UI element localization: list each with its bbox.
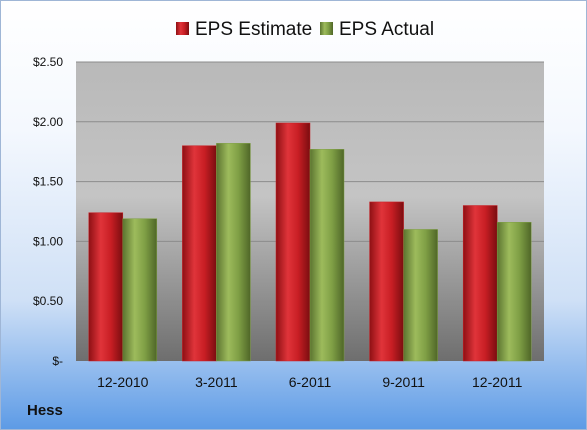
x-tick-label: 6-2011 bbox=[289, 374, 332, 390]
bar-eps-actual bbox=[216, 143, 251, 362]
bar-eps-actual bbox=[403, 229, 438, 362]
legend-label-estimate: EPS Estimate bbox=[195, 19, 312, 40]
y-tick-label: $2.00 bbox=[33, 115, 63, 129]
bar-eps-actual bbox=[122, 218, 158, 362]
x-axis-ticks: 12-2010 3-2011 6-2011 9-2011 12-2011 bbox=[97, 374, 522, 390]
bar-eps-estimate bbox=[275, 122, 311, 362]
y-tick-label: $1.50 bbox=[33, 175, 63, 189]
y-tick-label: $1.00 bbox=[33, 234, 63, 248]
legend-label-actual: EPS Actual bbox=[339, 19, 434, 40]
bar-eps-actual bbox=[496, 222, 532, 362]
x-tick-label: 12-2010 bbox=[97, 374, 149, 390]
bars bbox=[88, 122, 532, 362]
bar-eps-estimate bbox=[369, 201, 404, 362]
x-tick-label: 12-2011 bbox=[472, 374, 523, 390]
legend-swatch-actual bbox=[320, 22, 333, 35]
y-tick-label: $0.50 bbox=[33, 294, 63, 308]
x-tick-label: 9-2011 bbox=[382, 374, 425, 390]
y-axis-ticks: $- $0.50 $1.00 $1.50 $2.00 $2.50 bbox=[33, 55, 63, 368]
bar-eps-estimate bbox=[462, 205, 498, 362]
bar-eps-actual bbox=[309, 149, 345, 362]
y-tick-label: $2.50 bbox=[33, 55, 63, 69]
bar-eps-estimate bbox=[182, 145, 217, 362]
legend: EPS Estimate EPS Actual bbox=[176, 19, 434, 40]
legend-swatch-estimate bbox=[176, 22, 189, 35]
y-tick-label: $- bbox=[52, 354, 63, 368]
company-name: Hess bbox=[27, 402, 63, 419]
bar-eps-estimate bbox=[88, 212, 124, 362]
x-tick-label: 3-2011 bbox=[195, 374, 238, 390]
